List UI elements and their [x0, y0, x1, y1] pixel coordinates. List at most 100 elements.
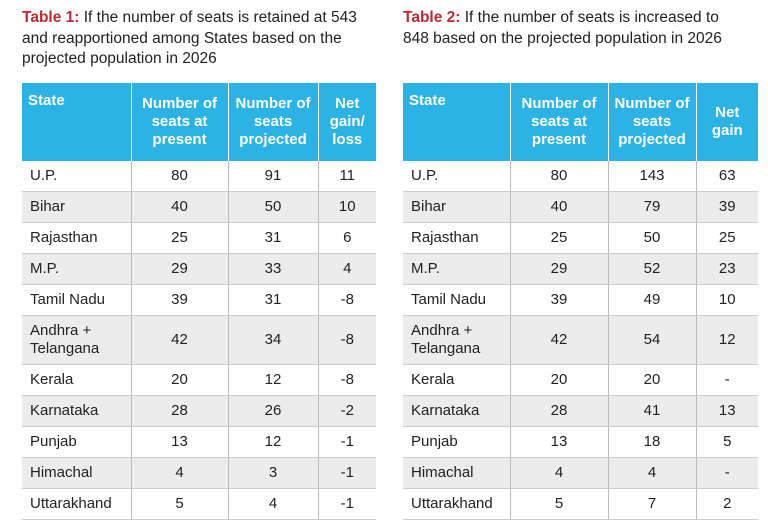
table-cell: 23	[696, 253, 758, 285]
table-cell: Andhra + Telangana	[403, 315, 511, 365]
table-cell: 39	[696, 191, 758, 223]
table-row: Tamil Nadu 39 31 -8	[22, 284, 376, 316]
table-cell: 39	[510, 284, 609, 316]
table-cell: 3	[228, 457, 319, 489]
table-cell: 25	[696, 222, 758, 254]
table-row: Andhra + Telangana 42 54 12	[403, 315, 758, 365]
table-cell: Himachal	[22, 457, 132, 489]
table-cell: 13	[131, 426, 229, 458]
table-row: Punjab 13 12 -1	[22, 426, 376, 458]
table-cell: -2	[318, 395, 376, 427]
table-cell: -1	[318, 426, 376, 458]
table-title: Table 2: If the number of seats is incre…	[403, 8, 743, 80]
table-cell: 31	[228, 222, 319, 254]
table-cell: 13	[510, 426, 609, 458]
table-cell: 12	[228, 364, 319, 396]
table-cell: 2	[696, 488, 758, 520]
table-cell: 5	[131, 488, 229, 520]
table-cell: 33	[228, 253, 319, 285]
header-cell: Number of seats projected	[228, 83, 319, 161]
table-cell: 28	[510, 395, 609, 427]
data-table: State Number of seats at present Number of…	[22, 83, 376, 520]
table-cell: 50	[608, 222, 697, 254]
header-row: State Number of seats at present Number of…	[22, 83, 376, 161]
table-cell: Punjab	[22, 426, 132, 458]
table-cell: 20	[131, 364, 229, 396]
table-body: U.P. 80 91 11 Bihar 40 50 10 Rajasthan 25 31 6 M.P. 2…	[22, 161, 376, 520]
table-cell: Rajasthan	[403, 222, 511, 254]
table-cell: 31	[228, 284, 319, 316]
table-row: U.P. 80 91 11	[22, 161, 376, 192]
table-row: Uttarakhand 5 7 2	[403, 488, 758, 520]
table-row: Bihar 40 50 10	[22, 191, 376, 223]
table-row: Kerala 20 20-	[403, 364, 758, 396]
header-cell: Net gain/ loss	[318, 83, 376, 161]
table-row: Himachal 4 4-	[403, 457, 758, 489]
table-cell: Himachal	[403, 457, 511, 489]
table-cell: -1	[318, 457, 376, 489]
header-row: State Number of seats at present Number of…	[403, 83, 758, 161]
table-cell: U.P.	[22, 161, 132, 192]
table-cell: M.P.	[403, 253, 511, 285]
header-cell: Number of seats at present	[510, 83, 609, 161]
table-cell: -1	[318, 488, 376, 520]
table-cell: 63	[696, 161, 758, 192]
table-cell: Tamil Nadu	[403, 284, 511, 316]
table-body: U.P. 80 143 63 Bihar 40 79 39 Rajasthan 25 50 25 M.P…	[403, 161, 758, 520]
table-cell: 49	[608, 284, 697, 316]
table-cell: Rajasthan	[22, 222, 132, 254]
table-row: Uttarakhand 5 4 -1	[22, 488, 376, 520]
table-cell: -	[696, 364, 758, 396]
data-table: State Number of seats at present Number of…	[403, 83, 758, 520]
table-cell: M.P.	[22, 253, 132, 285]
table-cell: 4	[608, 457, 697, 489]
table-panel: Table 1: If the number of seats is retai…	[22, 8, 376, 520]
table-row: Himachal 4 3 -1	[22, 457, 376, 489]
table-cell: -8	[318, 284, 376, 316]
table-cell: 80	[510, 161, 609, 192]
table-cell: Andhra + Telangana	[22, 315, 132, 365]
table-cell: 41	[608, 395, 697, 427]
table-cell: U.P.	[403, 161, 511, 192]
table-cell: 29	[131, 253, 229, 285]
table-cell: -	[696, 457, 758, 489]
table-head: State Number of seats at present Number of…	[22, 83, 376, 161]
header-cell: Net gain	[696, 83, 758, 161]
table-cell: Punjab	[403, 426, 511, 458]
table-cell: Uttarakhand	[22, 488, 132, 520]
table-head: State Number of seats at present Number of…	[403, 83, 758, 161]
table-cell: Kerala	[22, 364, 132, 396]
table-cell: 10	[696, 284, 758, 316]
header-cell: State	[403, 83, 511, 161]
title-text: If the number of seats is increased to 8…	[403, 9, 722, 47]
table-row: Bihar 40 79 39	[403, 191, 758, 223]
table-cell: 28	[131, 395, 229, 427]
table-cell: 29	[510, 253, 609, 285]
table-cell: 79	[608, 191, 697, 223]
table-cell: Karnataka	[22, 395, 132, 427]
table-row: Kerala 20 12 -8	[22, 364, 376, 396]
table-cell: Tamil Nadu	[22, 284, 132, 316]
table-row: Karnataka 28 41 13	[403, 395, 758, 427]
table-cell: 20	[608, 364, 697, 396]
table-cell: Uttarakhand	[403, 488, 511, 520]
table-cell: -8	[318, 364, 376, 396]
table-cell: 34	[228, 315, 319, 365]
table-cell: 80	[131, 161, 229, 192]
table-cell: 42	[131, 315, 229, 365]
table-cell: 42	[510, 315, 609, 365]
table-cell: -8	[318, 315, 376, 365]
header-cell: State	[22, 83, 132, 161]
table-cell: Karnataka	[403, 395, 511, 427]
table-cell: 40	[131, 191, 229, 223]
table-cell: 54	[608, 315, 697, 365]
table-cell: 13	[696, 395, 758, 427]
table-cell: 143	[608, 161, 697, 192]
table-row: Karnataka 28 26 -2	[22, 395, 376, 427]
title-label: Table 2:	[403, 9, 461, 26]
table-title: Table 1: If the number of seats is retai…	[22, 8, 362, 80]
table-row: Tamil Nadu 39 49 10	[403, 284, 758, 316]
table-cell: 91	[228, 161, 319, 192]
table-cell: 10	[318, 191, 376, 223]
